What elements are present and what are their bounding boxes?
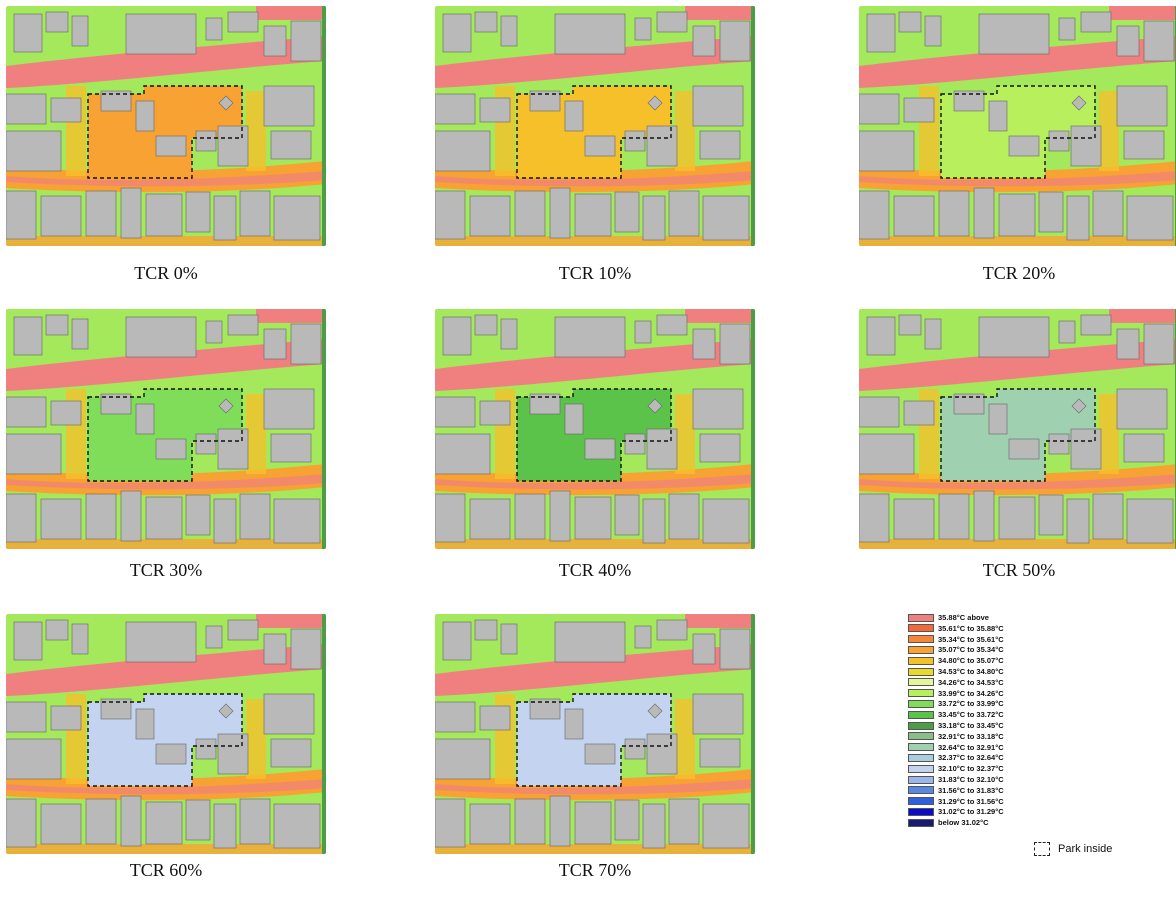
legend-swatch xyxy=(908,624,934,633)
legend-label: 32.10°C to 32.37°C xyxy=(938,764,1004,774)
panel-caption: TCR 30% xyxy=(129,560,203,580)
heat-map-panel-40 xyxy=(435,309,755,549)
legend-swatch xyxy=(908,818,934,827)
legend-item: 32.64°C to 32.91°C xyxy=(908,743,1004,752)
heat-map-panel-30 xyxy=(6,309,326,549)
legend-item: 31.83°C to 32.10°C xyxy=(908,775,1004,784)
legend-item: 34.26°C to 34.53°C xyxy=(908,678,1004,687)
panel-caption: TCR 0% xyxy=(134,263,198,283)
temperature-legend: 35.88°C above 35.61°C to 35.88°C 35.34°C t… xyxy=(908,613,1168,863)
legend-swatch xyxy=(908,613,934,622)
legend-item: 34.80°C to 35.07°C xyxy=(908,656,1004,665)
legend-label: 31.29°C to 31.56°C xyxy=(938,796,1004,806)
legend-label: 31.83°C to 32.10°C xyxy=(938,775,1004,784)
legend-swatch xyxy=(908,710,934,719)
legend-item: 32.37°C to 32.64°C xyxy=(908,753,1004,762)
legend-label: 35.07°C to 35.34°C xyxy=(938,645,1004,655)
legend-swatch xyxy=(908,678,934,687)
legend-label: 32.64°C to 32.91°C xyxy=(938,742,1004,752)
heat-map-panel-0 xyxy=(6,6,326,246)
legend-label: 35.61°C to 35.88°C xyxy=(938,623,1004,633)
heat-map-panel-60 xyxy=(6,614,326,854)
legend-label: 31.56°C to 31.83°C xyxy=(938,785,1004,795)
legend-item: 33.18°C to 33.45°C xyxy=(908,721,1004,730)
panel-caption: TCR 10% xyxy=(558,263,632,283)
legend-label: 31.02°C to 31.29°C xyxy=(938,807,1004,817)
legend-label: 33.99°C to 34.26°C xyxy=(938,688,1004,698)
panel-caption: TCR 60% xyxy=(129,860,203,880)
legend-swatch xyxy=(908,775,934,784)
heat-map-panel-50 xyxy=(859,309,1176,549)
legend-label: 35.88°C above xyxy=(938,613,989,622)
legend-label: 34.53°C to 34.80°C xyxy=(938,667,1004,676)
legend-item: 31.29°C to 31.56°C xyxy=(908,797,1004,806)
legend-item: 35.34°C to 35.61°C xyxy=(908,635,1004,644)
legend-swatch xyxy=(908,807,934,816)
legend-label: 32.91°C to 33.18°C xyxy=(938,731,1004,741)
panel-caption: TCR 40% xyxy=(558,560,632,580)
park-legend-label: Park inside xyxy=(1058,843,1113,855)
legend-label: 33.72°C to 33.99°C xyxy=(938,699,1004,709)
legend-item: 33.72°C to 33.99°C xyxy=(908,699,1004,708)
legend-item: 32.91°C to 33.18°C xyxy=(908,732,1004,741)
legend-swatch xyxy=(908,764,934,773)
legend-item: 32.10°C to 32.37°C xyxy=(908,764,1004,773)
legend-item: 35.61°C to 35.88°C xyxy=(908,624,1004,633)
legend-label: 35.34°C to 35.61°C xyxy=(938,634,1004,644)
heat-map-panel-10 xyxy=(435,6,755,246)
legend-item: 31.56°C to 31.83°C xyxy=(908,786,1004,795)
legend-label: 33.18°C to 33.45°C xyxy=(938,721,1004,730)
legend-label: below 31.02°C xyxy=(938,818,989,828)
legend-swatch xyxy=(908,721,934,730)
legend-item: 35.07°C to 35.34°C xyxy=(908,645,1004,654)
legend-item: 34.53°C to 34.80°C xyxy=(908,667,1004,676)
legend-swatch xyxy=(908,797,934,806)
legend-label: 33.45°C to 33.72°C xyxy=(938,710,1004,720)
legend-item: 33.45°C to 33.72°C xyxy=(908,710,1004,719)
legend-swatch xyxy=(908,699,934,708)
legend-item: 31.02°C to 31.29°C xyxy=(908,807,1004,816)
dashed-box-icon xyxy=(1034,842,1050,856)
panel-caption: TCR 20% xyxy=(982,263,1056,283)
legend-swatch xyxy=(908,732,934,741)
park-legend-key: Park inside xyxy=(1034,842,1112,856)
heat-map-panel-20 xyxy=(859,6,1176,246)
legend-swatch xyxy=(908,753,934,762)
legend-item: 35.88°C above xyxy=(908,613,989,622)
panel-caption: TCR 50% xyxy=(982,560,1056,580)
legend-swatch xyxy=(908,689,934,698)
legend-item: below 31.02°C xyxy=(908,818,989,827)
legend-label: 34.26°C to 34.53°C xyxy=(938,677,1004,687)
legend-swatch xyxy=(908,743,934,752)
legend-label: 32.37°C to 32.64°C xyxy=(938,753,1004,763)
legend-swatch xyxy=(908,645,934,654)
legend-swatch xyxy=(908,667,934,676)
panel-caption: TCR 70% xyxy=(558,860,632,880)
legend-item: 33.99°C to 34.26°C xyxy=(908,689,1004,698)
legend-swatch xyxy=(908,786,934,795)
heat-map-panel-70 xyxy=(435,614,755,854)
legend-swatch xyxy=(908,635,934,644)
legend-label: 34.80°C to 35.07°C xyxy=(938,656,1004,666)
legend-swatch xyxy=(908,656,934,665)
